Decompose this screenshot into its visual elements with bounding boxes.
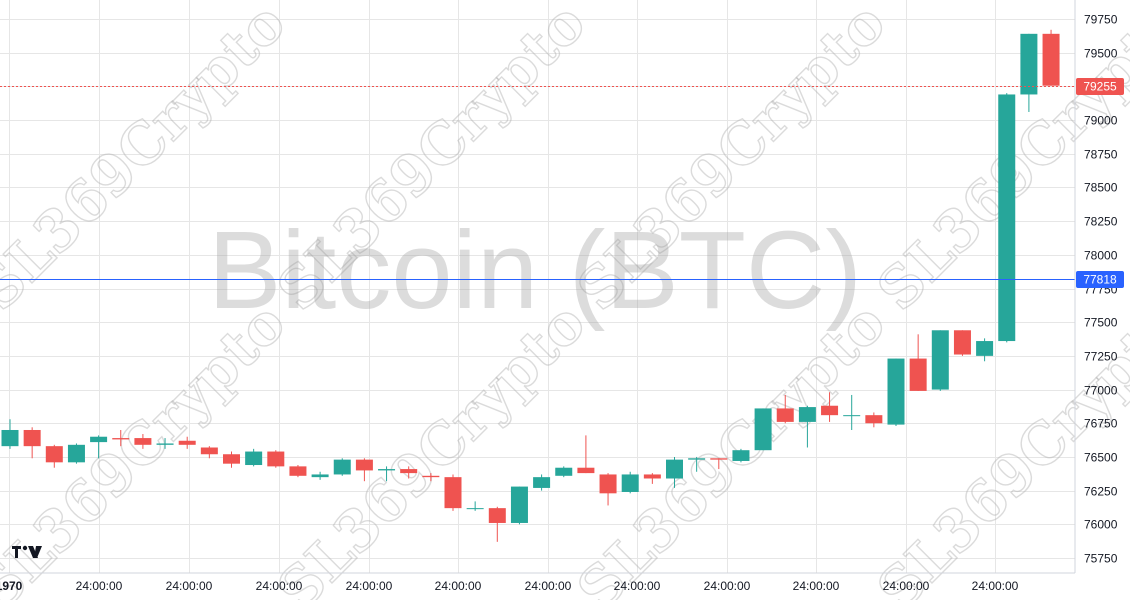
chart-title: Bitcoin (BTC): [208, 209, 862, 332]
candle-body: [1020, 33, 1038, 95]
candle-body: [355, 459, 373, 471]
candle-body: [1, 429, 19, 447]
time-tick-label: 24:00:00: [166, 579, 213, 593]
price-tick-label: 76250: [1084, 485, 1118, 499]
time-tick-label: 24:00:00: [614, 579, 661, 593]
price-tick-label: 77500: [1084, 316, 1118, 330]
candle-body: [754, 408, 772, 451]
time-tick-label: 24:00:00: [525, 579, 572, 593]
candle-body: [90, 436, 108, 443]
price-tick-label: 78000: [1084, 249, 1118, 263]
candle-body: [710, 458, 728, 460]
time-tick-label: 24:00:00: [704, 579, 751, 593]
candle-body: [267, 451, 285, 467]
price-tick-label: 77250: [1084, 350, 1118, 364]
price-tick-label: 79000: [1084, 114, 1118, 128]
price-tag: [1076, 271, 1124, 288]
candle-body: [112, 438, 130, 440]
time-tick-label: 24:00:00: [435, 579, 482, 593]
logo-stem: [15, 546, 18, 558]
logo-wedge-2: [34, 546, 42, 558]
price-tick-label: 76500: [1084, 451, 1118, 465]
time-axis[interactable]: 1970 24:00:00 24:00:00 24:00:00 24:00:00 24:0…: [0, 579, 1019, 593]
candle-body: [488, 508, 506, 523]
candle-body: [887, 358, 905, 425]
candle-body: [45, 446, 63, 463]
tradingview-logo-icon[interactable]: [12, 545, 42, 558]
candle-body: [422, 475, 440, 478]
candle-body: [909, 358, 927, 391]
price-tick-label: 79500: [1084, 47, 1118, 61]
candle-body: [998, 94, 1016, 342]
price-tick-label: 78750: [1084, 148, 1118, 162]
candle-body: [821, 405, 839, 416]
candle-body: [378, 469, 396, 471]
candle-body: [533, 477, 551, 488]
candle-body: [289, 466, 307, 476]
price-tick-label: 76000: [1084, 518, 1118, 532]
candle-body: [245, 451, 263, 466]
candle-body: [953, 330, 971, 355]
candle-body: [776, 408, 794, 422]
candle-body: [311, 474, 329, 478]
candle-body: [178, 440, 196, 445]
price-tick-label: 75750: [1084, 552, 1118, 566]
candle-body: [666, 459, 683, 479]
candle-body: [621, 474, 639, 492]
candle-body: [643, 474, 661, 479]
time-tick-label: 24:00:00: [972, 579, 1019, 593]
candle-body: [931, 330, 949, 390]
price-tick-label: 78250: [1084, 215, 1118, 229]
candle-body: [599, 474, 617, 494]
candle-body: [200, 447, 218, 455]
time-tick-label: 24:00:00: [346, 579, 393, 593]
candle-body: [732, 450, 750, 461]
time-tick-label: 24:00:00: [256, 579, 303, 593]
candle-body: [865, 415, 883, 424]
candle-body: [67, 444, 85, 463]
candle-body: [510, 486, 528, 523]
candle-body: [577, 467, 595, 474]
candle-body: [400, 469, 418, 474]
reference-lines: [0, 86, 1075, 280]
candle-body: [134, 438, 152, 445]
time-tick-label: 24:00:00: [76, 579, 123, 593]
price-tick-label: 77000: [1084, 384, 1118, 398]
candle-body: [976, 341, 994, 356]
candle-body: [555, 467, 573, 476]
price-tag: [1076, 78, 1124, 95]
candle-body: [1042, 33, 1060, 86]
candle-body: [798, 407, 816, 422]
time-tick-label: 1970: [0, 579, 23, 593]
candle-body: [843, 415, 861, 417]
price-tags: 79255 77818: [1076, 78, 1124, 288]
price-tick-label: 78500: [1084, 181, 1118, 195]
candle-body: [466, 508, 484, 510]
candle-body: [333, 459, 351, 475]
candle-body: [223, 454, 240, 464]
time-tick-label: 24:00:00: [793, 579, 840, 593]
price-tick-label: 79750: [1084, 13, 1118, 27]
candle-body: [23, 429, 41, 447]
logo-dot: [22, 545, 28, 551]
price-tag-label: 79255: [1083, 80, 1117, 94]
time-tick-label: 24:00:00: [883, 579, 930, 593]
price-tick-label: 76750: [1084, 417, 1118, 431]
candle-body: [688, 458, 706, 460]
candle-body: [156, 443, 174, 445]
candle-body: [444, 477, 462, 509]
price-tag-label: 77818: [1083, 273, 1117, 287]
